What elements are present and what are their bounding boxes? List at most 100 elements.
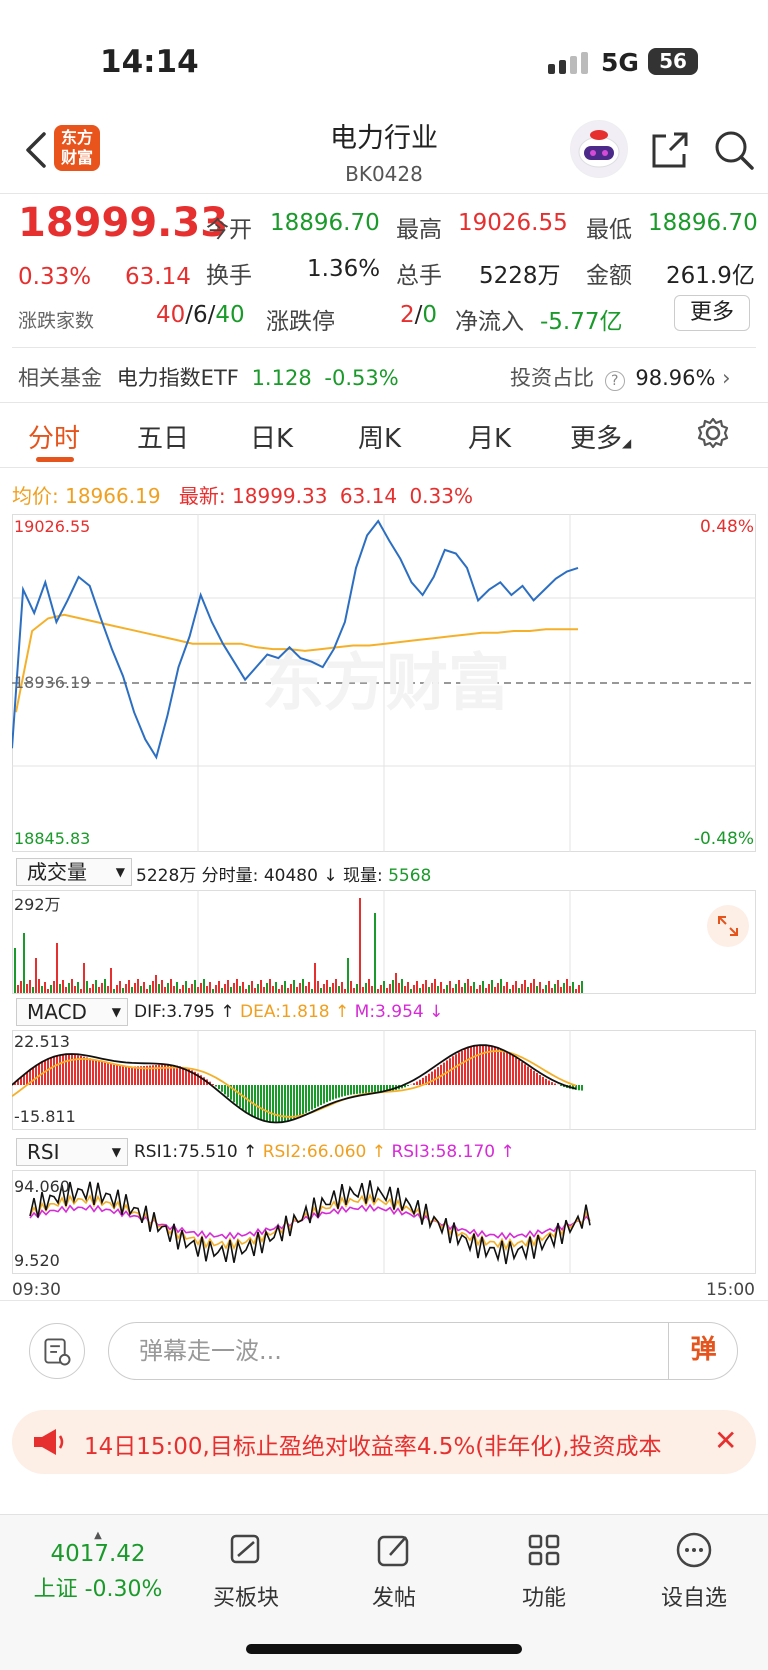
volume-bar: [518, 988, 520, 993]
tab-more[interactable]: 更多◢: [570, 418, 631, 455]
volume-bar: [380, 985, 382, 993]
macd-bar: [317, 1085, 319, 1107]
macd-bar: [116, 1065, 118, 1085]
volume-bar: [353, 988, 355, 993]
macd-bar: [293, 1085, 295, 1119]
limit-up: 2: [400, 302, 415, 328]
volume-bar: [386, 988, 388, 993]
macd-bar: [269, 1085, 271, 1123]
gear-icon[interactable]: [696, 416, 730, 450]
volume-bar: [569, 986, 571, 993]
volume-bar: [455, 984, 457, 993]
volume-bar: [38, 979, 40, 993]
macd-bar: [53, 1056, 55, 1085]
volume-bar: [464, 983, 466, 993]
volume-bar: [389, 984, 391, 993]
volume-bar: [308, 982, 310, 993]
macd-bar: [488, 1045, 490, 1085]
expand-icon[interactable]: [706, 904, 750, 948]
intraday-price-chart[interactable]: 东方财富 19026.55 18936.19 18845.83 0.48% -0…: [12, 514, 756, 852]
volume-bar: [392, 980, 394, 993]
volume-bar: [323, 984, 325, 993]
volume-bar: [449, 981, 451, 993]
more-button[interactable]: 更多: [674, 295, 750, 331]
macd-chart[interactable]: 22.513 -15.811: [12, 1030, 756, 1130]
volume-bar: [572, 982, 574, 993]
macd-bar: [239, 1085, 241, 1108]
tab-intraday[interactable]: 分时: [28, 424, 81, 454]
tab-five-day[interactable]: 五日: [137, 424, 190, 454]
danmu-settings-icon[interactable]: [29, 1323, 85, 1379]
volume-bar: [71, 979, 73, 993]
macd-bar: [377, 1085, 379, 1093]
volume-bar: [344, 989, 346, 993]
open-value: 18896.70: [270, 210, 380, 236]
macd-bar: [266, 1085, 268, 1122]
volume-bar: [563, 983, 565, 993]
volume-bar: [47, 989, 49, 993]
danmu-send-button[interactable]: 弹: [668, 1322, 738, 1380]
notice-banner[interactable]: [12, 1410, 756, 1474]
macd-dea: DEA:1.818: [240, 1002, 330, 1022]
macd-bar: [344, 1085, 346, 1096]
down-arrow-icon: ↓: [423, 1002, 444, 1022]
volume-chart[interactable]: 292万: [12, 890, 756, 994]
macd-bar: [176, 1065, 178, 1085]
volume-bar: [59, 984, 61, 993]
nav-post[interactable]: 发帖: [334, 1528, 454, 1612]
tab-weekly-k[interactable]: 周K: [358, 424, 402, 454]
volume-selector[interactable]: 成交量 ▼: [16, 858, 132, 886]
macd-bar: [509, 1053, 511, 1085]
macd-bar: [416, 1081, 418, 1085]
macd-bar: [506, 1052, 508, 1085]
app-logo[interactable]: 东方财富: [54, 125, 100, 171]
rsi-selector[interactable]: RSI ▼: [16, 1138, 128, 1166]
macd-bar: [305, 1085, 307, 1113]
rsi-chart[interactable]: 94.060 9.520: [12, 1170, 756, 1274]
related-fund-row[interactable]: 相关基金 电力指数ETF 1.128 -0.53%: [18, 362, 399, 392]
up-arrow-icon: ↑: [237, 1142, 263, 1162]
tab-daily-k[interactable]: 日K: [250, 424, 294, 454]
robot-assistant-icon[interactable]: [570, 120, 628, 178]
macd-selector[interactable]: MACD ▼: [16, 998, 128, 1026]
macd-bar: [464, 1049, 466, 1085]
macd-top-label: 22.513: [14, 1032, 70, 1051]
high-label: 最高: [396, 217, 442, 243]
macd-bar: [359, 1085, 361, 1094]
share-icon[interactable]: [648, 128, 692, 172]
volume-bar: [26, 984, 28, 993]
fund-change: -0.53%: [324, 366, 399, 390]
macd-bar: [191, 1070, 193, 1085]
investment-ratio[interactable]: 投资占比 ? 98.96% ›: [510, 362, 731, 392]
macd-bar: [515, 1057, 517, 1085]
volume-bar: [497, 983, 499, 993]
macd-bar: [374, 1085, 376, 1093]
macd-bar: [254, 1085, 256, 1118]
help-icon[interactable]: ?: [604, 371, 625, 391]
macd-bar: [284, 1085, 286, 1122]
search-icon[interactable]: [712, 128, 756, 172]
volume-bar: [95, 980, 97, 993]
breadth-sep-2: /: [207, 302, 216, 328]
volume-bar: [581, 981, 583, 993]
macd-bar: [179, 1066, 181, 1085]
macd-bar: [494, 1046, 496, 1085]
macd-bar: [386, 1085, 388, 1092]
volume-bar: [194, 980, 196, 993]
volume-bar: [74, 986, 76, 993]
nav-add-watchlist[interactable]: 设自选: [634, 1528, 754, 1612]
volume-bar: [446, 985, 448, 993]
nav-label: 设自选: [660, 1586, 727, 1611]
danmu-input[interactable]: 弹幕走一波...: [108, 1322, 738, 1380]
nav-functions[interactable]: 功能: [484, 1528, 604, 1612]
macd-bar: [143, 1065, 145, 1085]
volume-bar: [263, 987, 265, 993]
nav-index-sh[interactable]: ▲ 4017.42 上证 -0.30%: [28, 1530, 168, 1603]
back-arrow-icon[interactable]: [18, 128, 58, 172]
macd-bar: [212, 1084, 214, 1085]
volume-bar: [383, 981, 385, 993]
tab-monthly-k[interactable]: 月K: [468, 424, 512, 454]
nav-buy-sector[interactable]: 买板块: [186, 1528, 306, 1612]
close-icon[interactable]: ✕: [714, 1424, 738, 1457]
macd-bar: [251, 1085, 253, 1116]
